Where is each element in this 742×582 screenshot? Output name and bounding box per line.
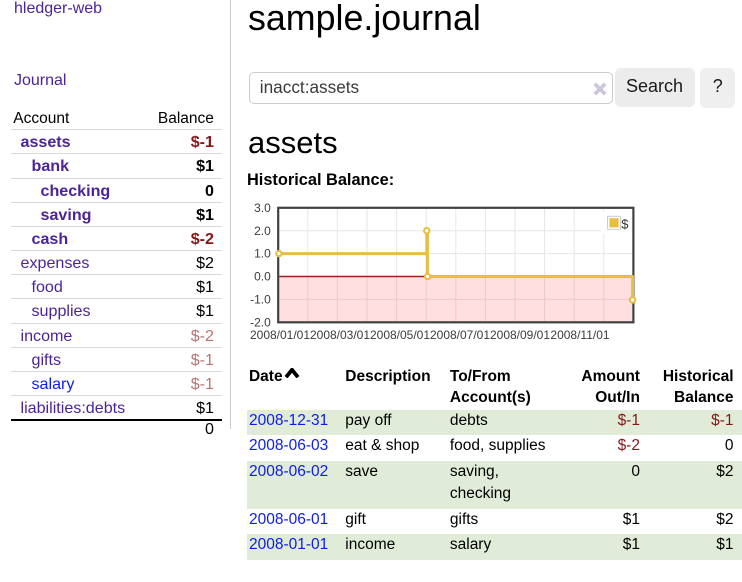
svg-text:$: $ xyxy=(621,217,629,232)
svg-text:3.0: 3.0 xyxy=(254,201,271,215)
svg-text:-2.0: -2.0 xyxy=(250,315,271,329)
svg-text:2008/01/01: 2008/01/01 xyxy=(250,328,310,342)
svg-text:2008/03/01: 2008/03/01 xyxy=(310,328,370,342)
svg-text:0.0: 0.0 xyxy=(254,270,271,284)
svg-text:2008/05/01: 2008/05/01 xyxy=(370,328,430,342)
svg-text:2008/09/01: 2008/09/01 xyxy=(490,328,550,342)
svg-text:2008/07/01: 2008/07/01 xyxy=(430,328,490,342)
svg-text:-1.0: -1.0 xyxy=(250,293,271,307)
svg-text:2008/11/01: 2008/11/01 xyxy=(550,328,609,342)
svg-text:2.0: 2.0 xyxy=(254,224,271,238)
svg-text:1.0: 1.0 xyxy=(254,247,271,261)
